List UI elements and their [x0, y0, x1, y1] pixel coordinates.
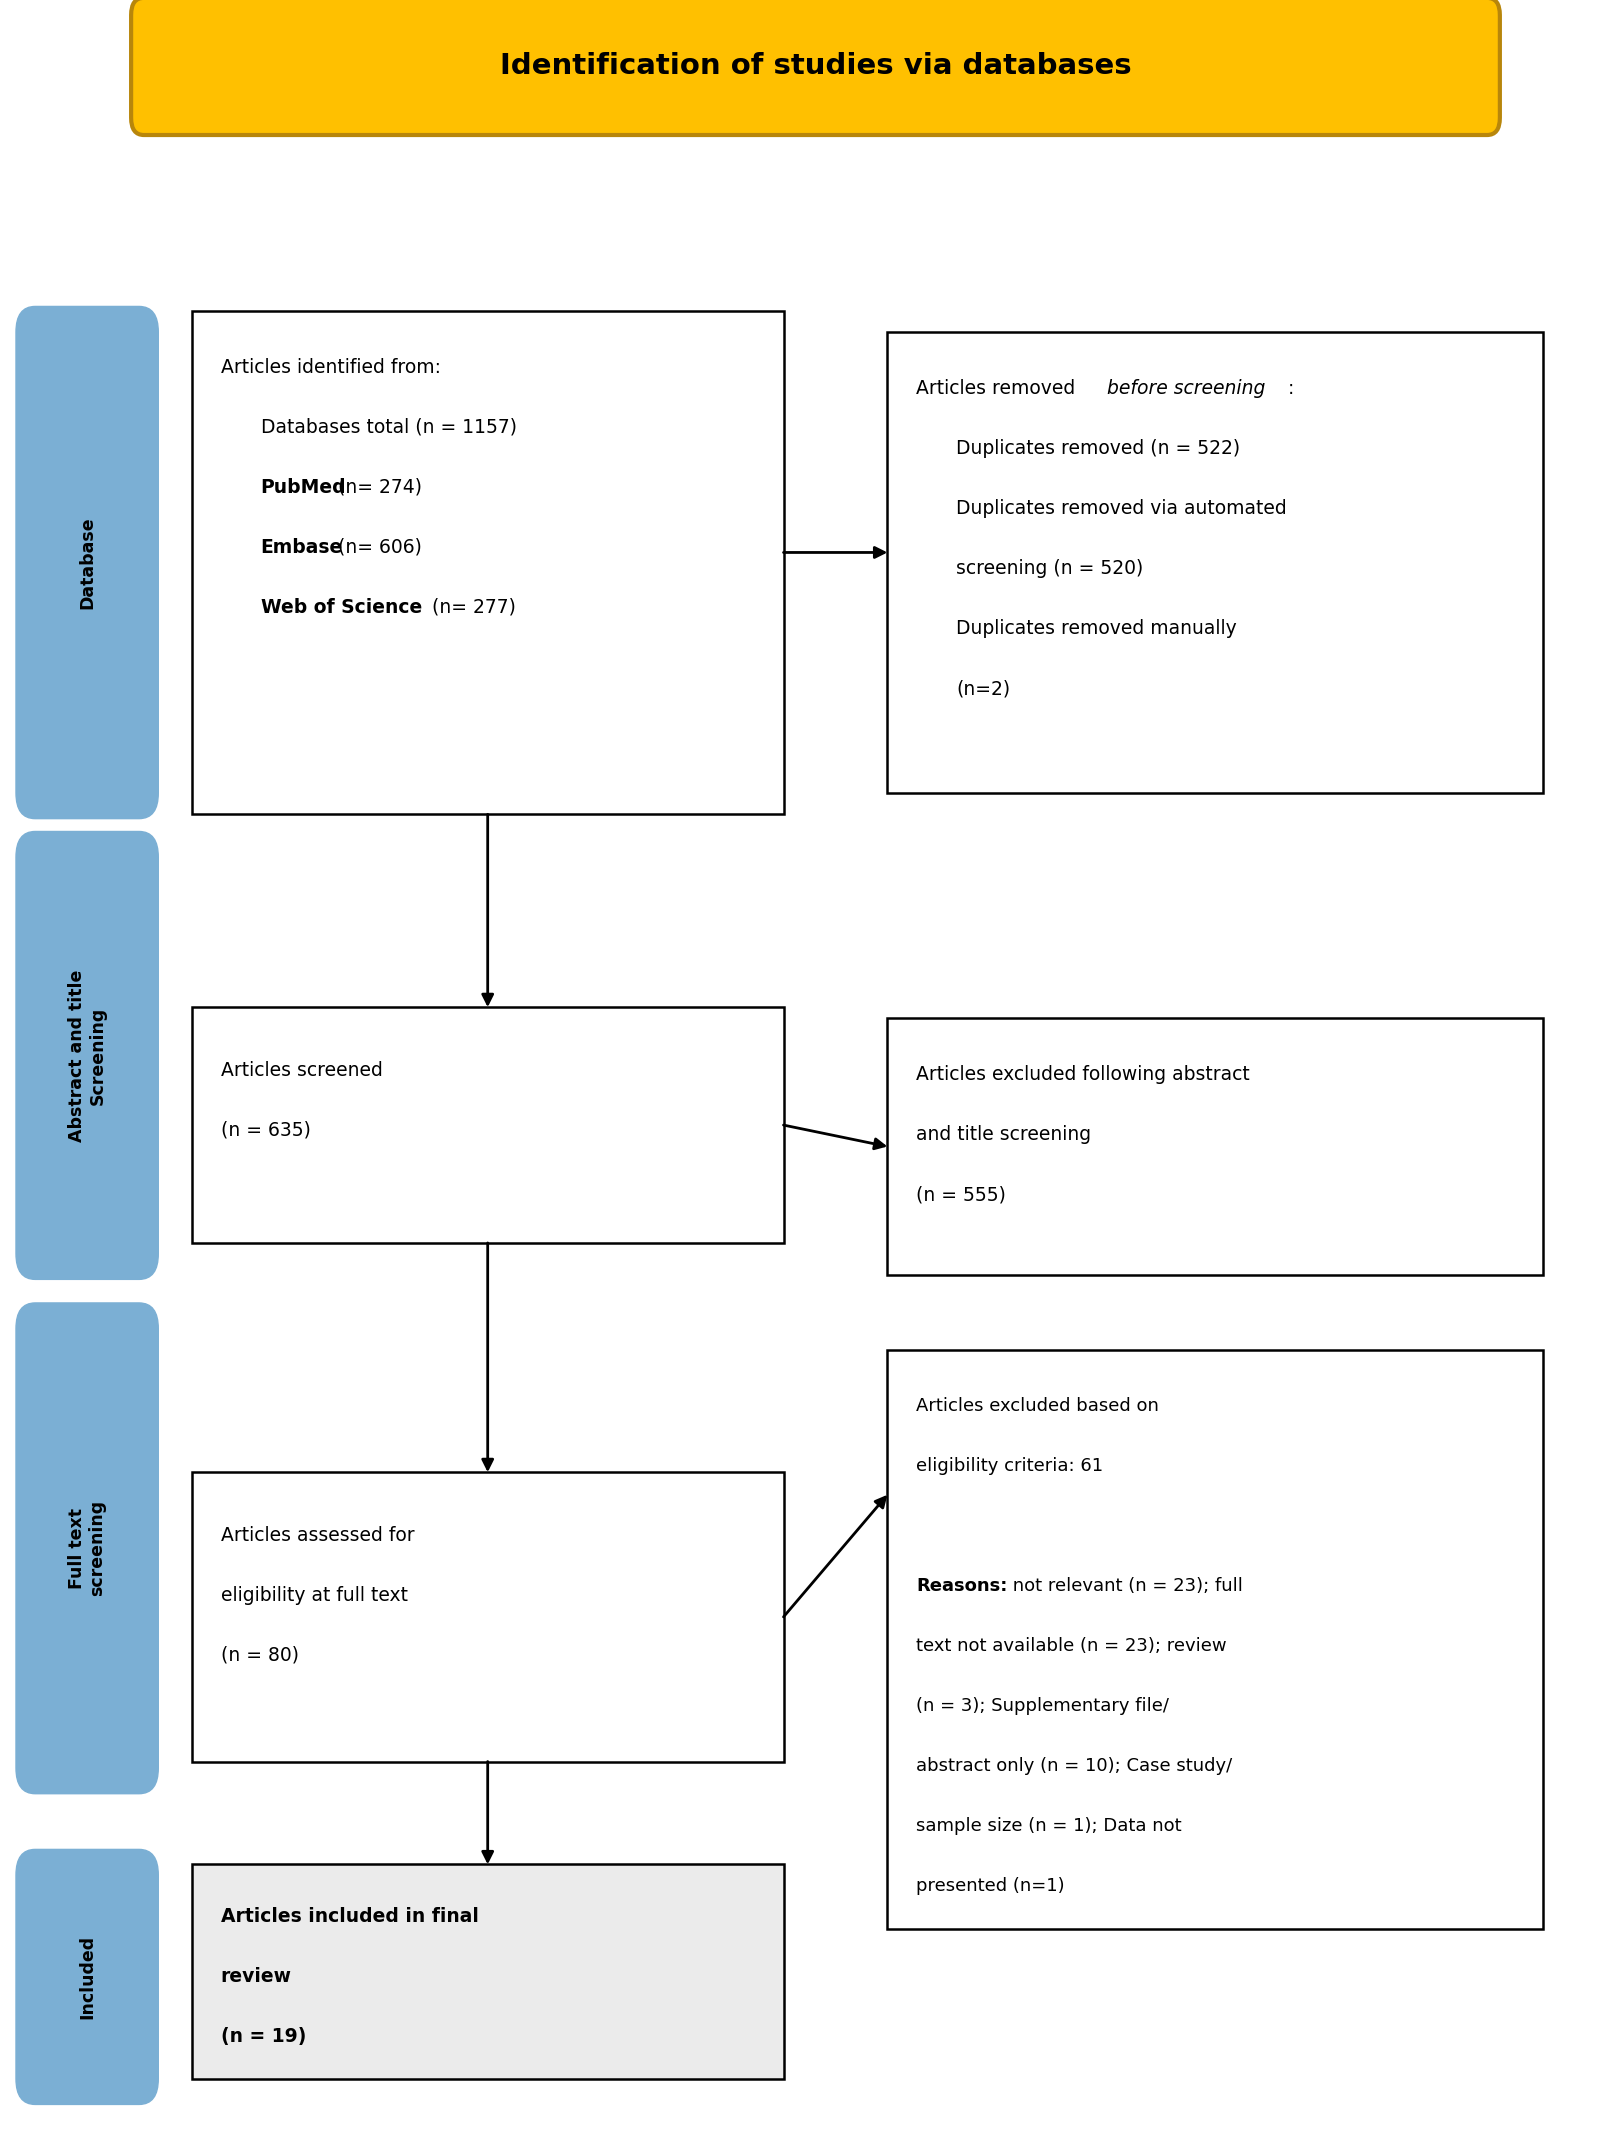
Text: and title screening: and title screening — [916, 1125, 1092, 1144]
Text: abstract only (n = 10); Case study/: abstract only (n = 10); Case study/ — [916, 1757, 1233, 1774]
Text: Identification of studies via databases: Identification of studies via databases — [499, 51, 1132, 81]
FancyBboxPatch shape — [192, 1007, 784, 1243]
FancyBboxPatch shape — [192, 311, 784, 814]
Text: Duplicates removed manually: Duplicates removed manually — [956, 619, 1238, 639]
Text: PubMed: PubMed — [261, 478, 347, 497]
Text: :: : — [1287, 379, 1294, 399]
FancyBboxPatch shape — [192, 1472, 784, 1762]
FancyBboxPatch shape — [131, 0, 1500, 135]
Text: presented (n=1): presented (n=1) — [916, 1877, 1065, 1894]
Text: Duplicates removed via automated: Duplicates removed via automated — [956, 499, 1287, 519]
Text: Articles included in final: Articles included in final — [221, 1907, 478, 1927]
FancyBboxPatch shape — [887, 1350, 1543, 1929]
FancyBboxPatch shape — [16, 1303, 158, 1794]
Text: before screening: before screening — [1108, 379, 1266, 399]
Text: (n = 635): (n = 635) — [221, 1121, 310, 1140]
Text: (n= 606): (n= 606) — [331, 538, 422, 557]
Text: eligibility at full text: eligibility at full text — [221, 1586, 408, 1605]
Text: Full text
screening: Full text screening — [67, 1500, 107, 1597]
Text: Database: Database — [78, 516, 96, 609]
Text: Duplicates removed (n = 522): Duplicates removed (n = 522) — [956, 439, 1241, 459]
Text: Databases total (n = 1157): Databases total (n = 1157) — [261, 418, 516, 437]
Text: (n = 80): (n = 80) — [221, 1646, 299, 1665]
Text: Articles excluded based on: Articles excluded based on — [916, 1397, 1159, 1414]
Text: screening (n = 520): screening (n = 520) — [956, 559, 1143, 579]
Text: Articles excluded following abstract: Articles excluded following abstract — [916, 1065, 1250, 1084]
Text: Articles assessed for: Articles assessed for — [221, 1526, 414, 1545]
FancyBboxPatch shape — [887, 332, 1543, 793]
Text: Reasons:: Reasons: — [916, 1577, 1007, 1594]
FancyBboxPatch shape — [16, 306, 158, 819]
Text: review: review — [221, 1967, 291, 1987]
Text: (n= 277): (n= 277) — [425, 598, 516, 617]
Text: not relevant (n = 23); full: not relevant (n = 23); full — [1007, 1577, 1242, 1594]
Text: (n=2): (n=2) — [956, 679, 1011, 699]
Text: Abstract and title
Screening: Abstract and title Screening — [67, 969, 107, 1142]
Text: Included: Included — [78, 1935, 96, 2019]
FancyBboxPatch shape — [16, 831, 158, 1279]
Text: Web of Science: Web of Science — [261, 598, 422, 617]
Text: Articles identified from:: Articles identified from: — [221, 358, 441, 377]
Text: (n = 555): (n = 555) — [916, 1185, 1006, 1204]
FancyBboxPatch shape — [16, 1849, 158, 2104]
Text: (n = 3); Supplementary file/: (n = 3); Supplementary file/ — [916, 1697, 1169, 1714]
FancyBboxPatch shape — [887, 1018, 1543, 1275]
Text: Articles screened: Articles screened — [221, 1061, 382, 1080]
Text: sample size (n = 1); Data not: sample size (n = 1); Data not — [916, 1817, 1182, 1834]
Text: eligibility criteria: 61: eligibility criteria: 61 — [916, 1457, 1103, 1474]
FancyBboxPatch shape — [192, 1864, 784, 2079]
Text: text not available (n = 23); review: text not available (n = 23); review — [916, 1637, 1226, 1654]
Text: (n= 274): (n= 274) — [331, 478, 422, 497]
Text: (n = 19): (n = 19) — [221, 2027, 305, 2047]
Text: Articles removed: Articles removed — [916, 379, 1081, 399]
Text: Embase: Embase — [261, 538, 342, 557]
